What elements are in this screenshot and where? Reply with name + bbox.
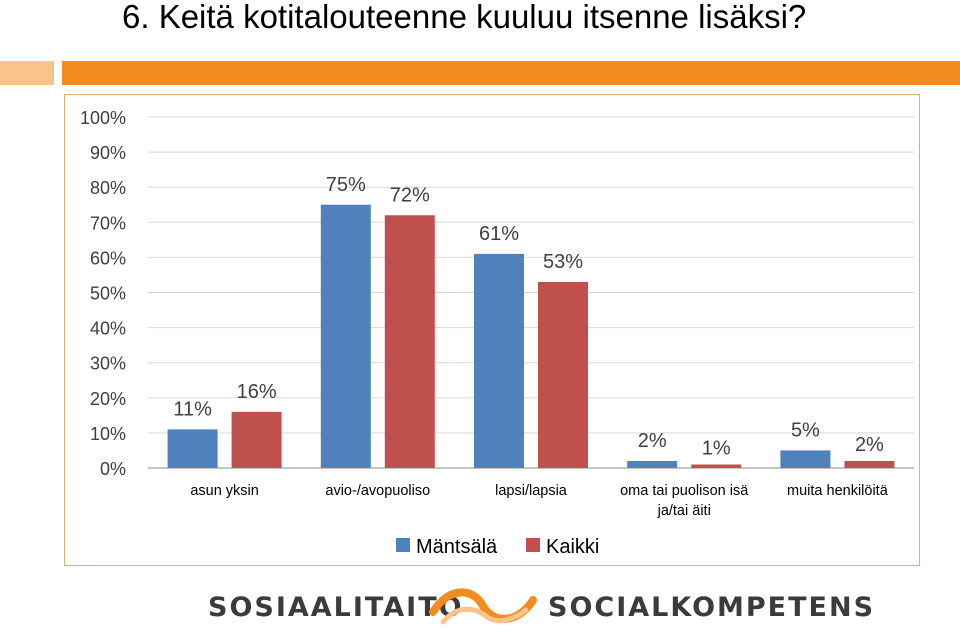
slide-title: 6. Keitä kotitalouteenne kuuluu itsenne …	[122, 0, 807, 35]
data-label: 61%	[479, 223, 519, 245]
x-category-label: asun yksin	[190, 483, 259, 499]
data-label: 75%	[326, 174, 366, 196]
bar	[320, 204, 371, 468]
data-label: 2%	[638, 430, 667, 452]
bar	[474, 253, 524, 468]
logo-text-left: SOSIAALITAITO	[208, 592, 464, 623]
data-label: 1%	[702, 437, 731, 459]
y-tick-label: 20%	[90, 389, 126, 409]
y-tick-label: 30%	[90, 354, 126, 374]
y-tick-label: 40%	[90, 319, 126, 339]
bar	[384, 215, 435, 468]
bar-chart: 0% 10% 20% 30% 40% 50% 60% 70% 80% 90% 100% 11% 16%…	[64, 94, 920, 566]
x-category-label: lapsi/lapsia	[495, 483, 568, 499]
chart-frame	[64, 94, 920, 566]
bars	[167, 204, 895, 468]
y-tick-label: 90%	[90, 143, 126, 163]
data-label: 16%	[237, 381, 277, 403]
logo-swirl-icon	[429, 588, 537, 625]
y-tick-label: 80%	[90, 178, 126, 198]
legend-label: Mäntsälä	[416, 536, 498, 558]
legend-swatch	[526, 538, 540, 552]
bar	[780, 450, 831, 468]
y-tick-label: 60%	[90, 248, 126, 268]
data-label: 11%	[173, 398, 212, 420]
accent-bar-right	[62, 61, 960, 85]
y-tick-label: 0%	[100, 459, 126, 479]
y-axis-ticks: 0% 10% 20% 30% 40% 50% 60% 70% 80% 90% 100%	[80, 108, 126, 479]
data-label: 72%	[390, 184, 430, 206]
logo-text-right: SOCIALKOMPETENS	[548, 592, 876, 623]
x-category-label: oma tai puolison isä ja/tai äiti	[620, 483, 749, 519]
bar	[538, 281, 588, 468]
bar	[167, 429, 218, 468]
bar	[627, 460, 678, 468]
y-tick-label: 10%	[90, 424, 126, 444]
y-tick-label: 70%	[90, 213, 126, 233]
footer-logo: SOSIAALITAITO SOCIALKOMPETENS	[0, 580, 960, 633]
legend-label: Kaikki	[546, 536, 599, 558]
bar	[844, 460, 895, 468]
x-category-label: muita henkilöitä	[787, 483, 889, 499]
y-tick-label: 100%	[80, 108, 126, 128]
x-category-label: avio-/avopuoliso	[325, 483, 430, 499]
bar	[231, 411, 282, 468]
data-label: 5%	[791, 419, 820, 441]
x-axis-categories: asun yksin avio-/avopuoliso lapsi/lapsia om…	[190, 483, 888, 519]
data-label: 53%	[543, 251, 583, 273]
accent-bar-left	[0, 61, 54, 85]
legend-swatch	[396, 538, 410, 552]
legend: Mäntsälä Kaikki	[396, 536, 599, 558]
data-label: 2%	[855, 434, 884, 456]
bar	[691, 464, 742, 468]
y-tick-label: 50%	[90, 284, 126, 304]
data-labels: 11% 16% 75% 72% 61% 53% 2% 1% 5% 2%	[173, 174, 884, 460]
